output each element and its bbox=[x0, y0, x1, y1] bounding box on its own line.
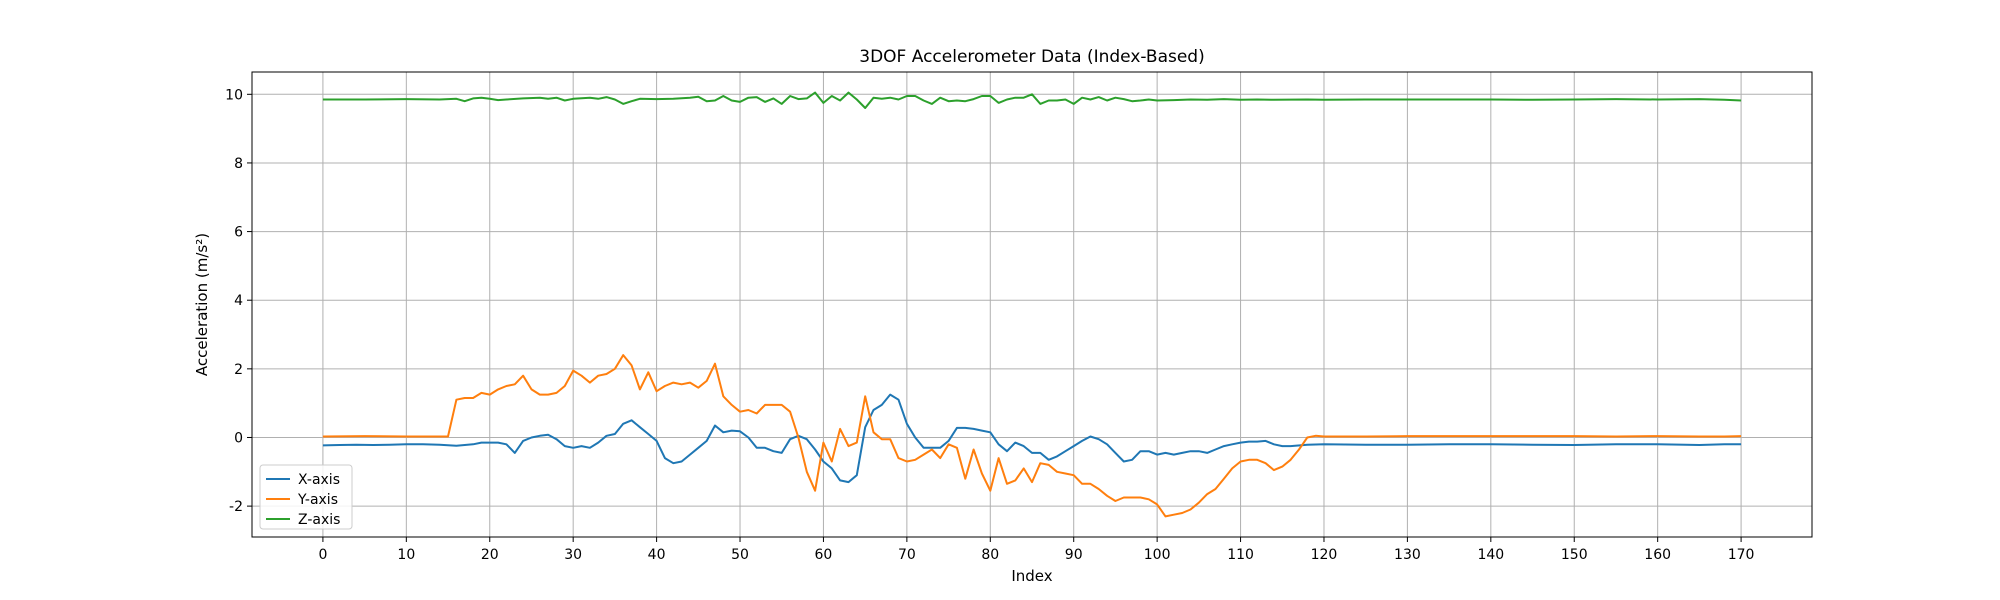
series-lines bbox=[322, 91, 1742, 518]
x-tick-label: 90 bbox=[1065, 547, 1083, 563]
x-tick-label: 160 bbox=[1644, 547, 1671, 563]
series-line-x-axis bbox=[322, 393, 1742, 484]
legend: X-axis Y-axis Z-axis bbox=[259, 464, 353, 530]
x-tick-label: 120 bbox=[1311, 547, 1338, 563]
legend-box bbox=[259, 464, 353, 530]
plot-frame bbox=[251, 71, 1813, 538]
x-tick-label: 50 bbox=[731, 547, 749, 563]
series-line-z-axis bbox=[322, 91, 1742, 109]
x-axis-label: Index bbox=[1011, 567, 1052, 585]
x-tick-label: 70 bbox=[898, 547, 916, 563]
x-tick-label: 20 bbox=[481, 547, 499, 563]
y-tick-label: 0 bbox=[234, 430, 243, 446]
series-line-y-axis bbox=[322, 354, 1742, 518]
y-axis-label: Acceleration (m/s²) bbox=[193, 233, 211, 376]
y-tick-label: -2 bbox=[229, 499, 243, 515]
x-tick-label: 0 bbox=[318, 547, 327, 563]
x-tick-label: 60 bbox=[815, 547, 833, 563]
x-tick-label: 170 bbox=[1728, 547, 1755, 563]
y-tick-label: 2 bbox=[234, 362, 243, 378]
x-tick-label: 100 bbox=[1144, 547, 1171, 563]
x-tick-label: 30 bbox=[564, 547, 582, 563]
x-tick-label: 40 bbox=[648, 547, 666, 563]
x-tick-label: 10 bbox=[397, 547, 415, 563]
y-tick-label: 10 bbox=[225, 87, 243, 103]
legend-label: Y-axis bbox=[297, 492, 338, 508]
chart-title: 3DOF Accelerometer Data (Index-Based) bbox=[859, 47, 1204, 67]
x-tick-label: 80 bbox=[981, 547, 999, 563]
axis-ticks: 0 10 20 30 40 50 60 70 80 90 100 110 120 130 140 150 160… bbox=[225, 87, 1754, 563]
x-tick-label: 130 bbox=[1394, 547, 1421, 563]
x-tick-label: 140 bbox=[1477, 547, 1504, 563]
x-tick-label: 110 bbox=[1227, 547, 1254, 563]
legend-label: Z-axis bbox=[298, 512, 340, 528]
y-tick-label: 4 bbox=[234, 293, 243, 309]
grid-lines bbox=[252, 72, 1812, 537]
legend-label: X-axis bbox=[298, 472, 340, 488]
y-tick-label: 6 bbox=[234, 225, 243, 241]
x-tick-label: 150 bbox=[1561, 547, 1588, 563]
y-tick-label: 8 bbox=[234, 156, 243, 172]
